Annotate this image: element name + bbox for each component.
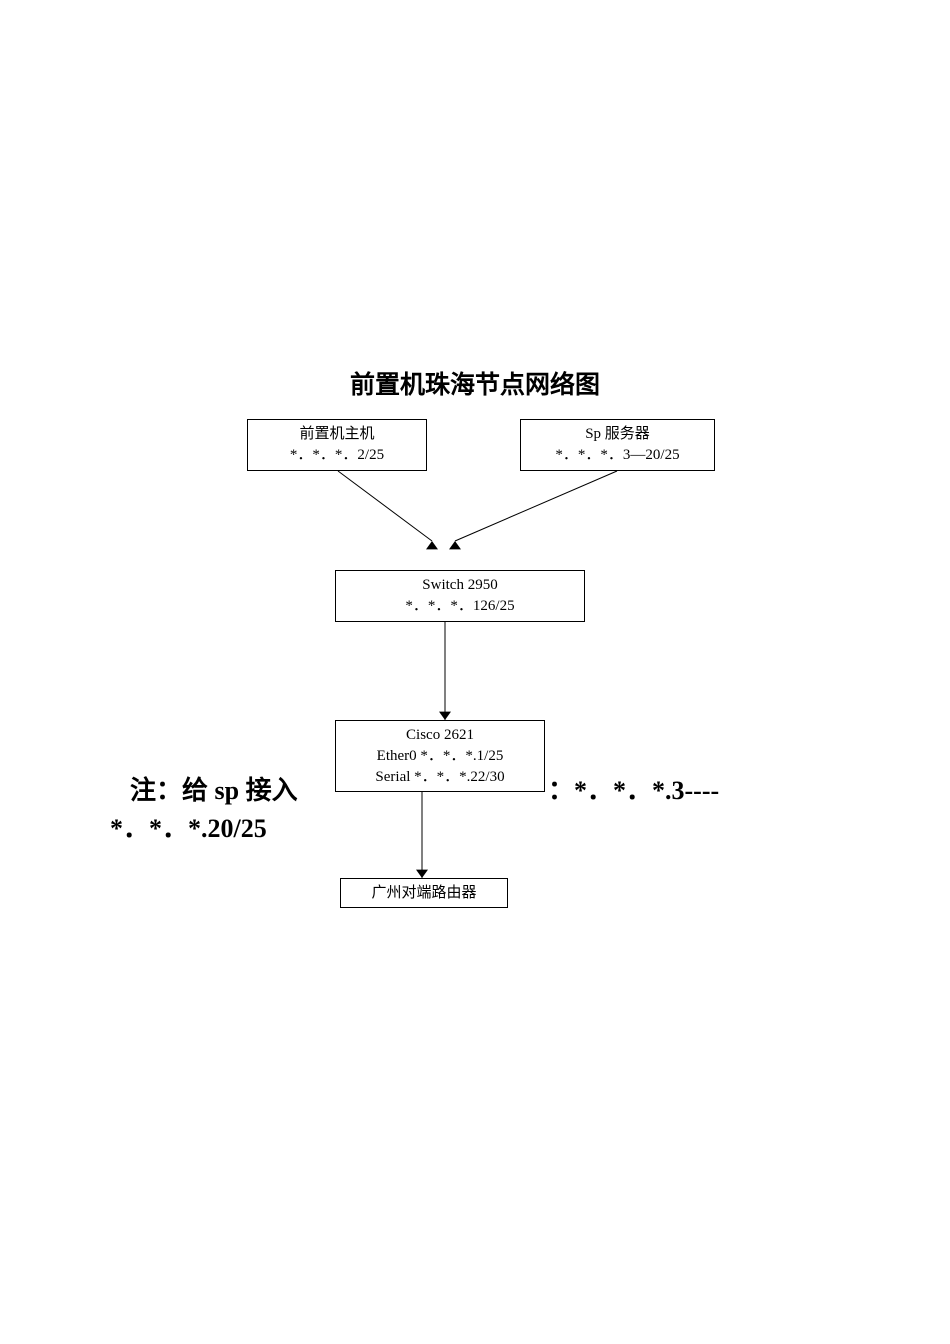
node-host-line1: 前置机主机 bbox=[299, 424, 374, 445]
node-gz-line1: 广州对端路由器 bbox=[371, 883, 476, 904]
diagram-canvas: 前置机珠海节点网络图 前置机主机*．*．*．2/25 Sp 服务器*．*．*．3—… bbox=[0, 0, 950, 1344]
node-host-line2: *．*．*．2/25 bbox=[290, 445, 384, 466]
node-switch-line1: Switch 2950 bbox=[422, 575, 497, 596]
arrowhead-switch-cisco bbox=[439, 712, 451, 720]
note-text-line2: *．*．*.20/25 bbox=[110, 808, 267, 845]
node-cisco-line1: Cisco 2621 bbox=[406, 725, 474, 746]
node-cisco: Cisco 2621Ether0 *．*．*.1/25Serial *．*．*.… bbox=[335, 720, 545, 792]
node-switch-line2: *．*．*．126/25 bbox=[405, 596, 514, 617]
node-switch: Switch 2950*．*．*．126/25 bbox=[335, 570, 585, 622]
node-host: 前置机主机*．*．*．2/25 bbox=[247, 419, 427, 471]
note-text-line1-left: 注：给 sp 接入 bbox=[130, 770, 298, 807]
node-cisco-line2: Ether0 *．*．*.1/25 bbox=[377, 746, 504, 767]
node-sp: Sp 服务器*．*．*．3—20/25 bbox=[520, 419, 715, 471]
arrowhead-host-switch bbox=[426, 541, 438, 549]
edges-layer bbox=[0, 0, 950, 1344]
node-cisco-line3: Serial *．*．*.22/30 bbox=[375, 767, 504, 788]
node-sp-line1: Sp 服务器 bbox=[585, 424, 650, 445]
arrowhead-cisco-gz bbox=[416, 870, 428, 878]
diagram-title: 前置机珠海节点网络图 bbox=[295, 365, 655, 401]
node-gz: 广州对端路由器 bbox=[340, 878, 508, 908]
arrowhead-sp-switch bbox=[449, 541, 461, 549]
edge-host-switch bbox=[338, 471, 432, 541]
note-text-line1-right: ：*．*．*.3---- bbox=[548, 770, 719, 807]
edge-sp-switch bbox=[455, 471, 617, 541]
node-sp-line2: *．*．*．3—20/25 bbox=[555, 445, 679, 466]
